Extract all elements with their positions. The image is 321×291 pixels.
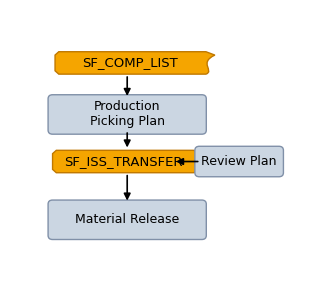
Text: SF_ISS_TRANSFER: SF_ISS_TRANSFER xyxy=(64,155,182,168)
PathPatch shape xyxy=(55,52,215,74)
PathPatch shape xyxy=(53,150,203,173)
FancyBboxPatch shape xyxy=(48,200,206,239)
Text: Material Release: Material Release xyxy=(75,213,179,226)
Text: Review Plan: Review Plan xyxy=(201,155,277,168)
Text: Production
Picking Plan: Production Picking Plan xyxy=(90,100,165,128)
Text: SF_COMP_LIST: SF_COMP_LIST xyxy=(82,56,178,70)
FancyBboxPatch shape xyxy=(48,95,206,134)
FancyBboxPatch shape xyxy=(195,146,283,177)
